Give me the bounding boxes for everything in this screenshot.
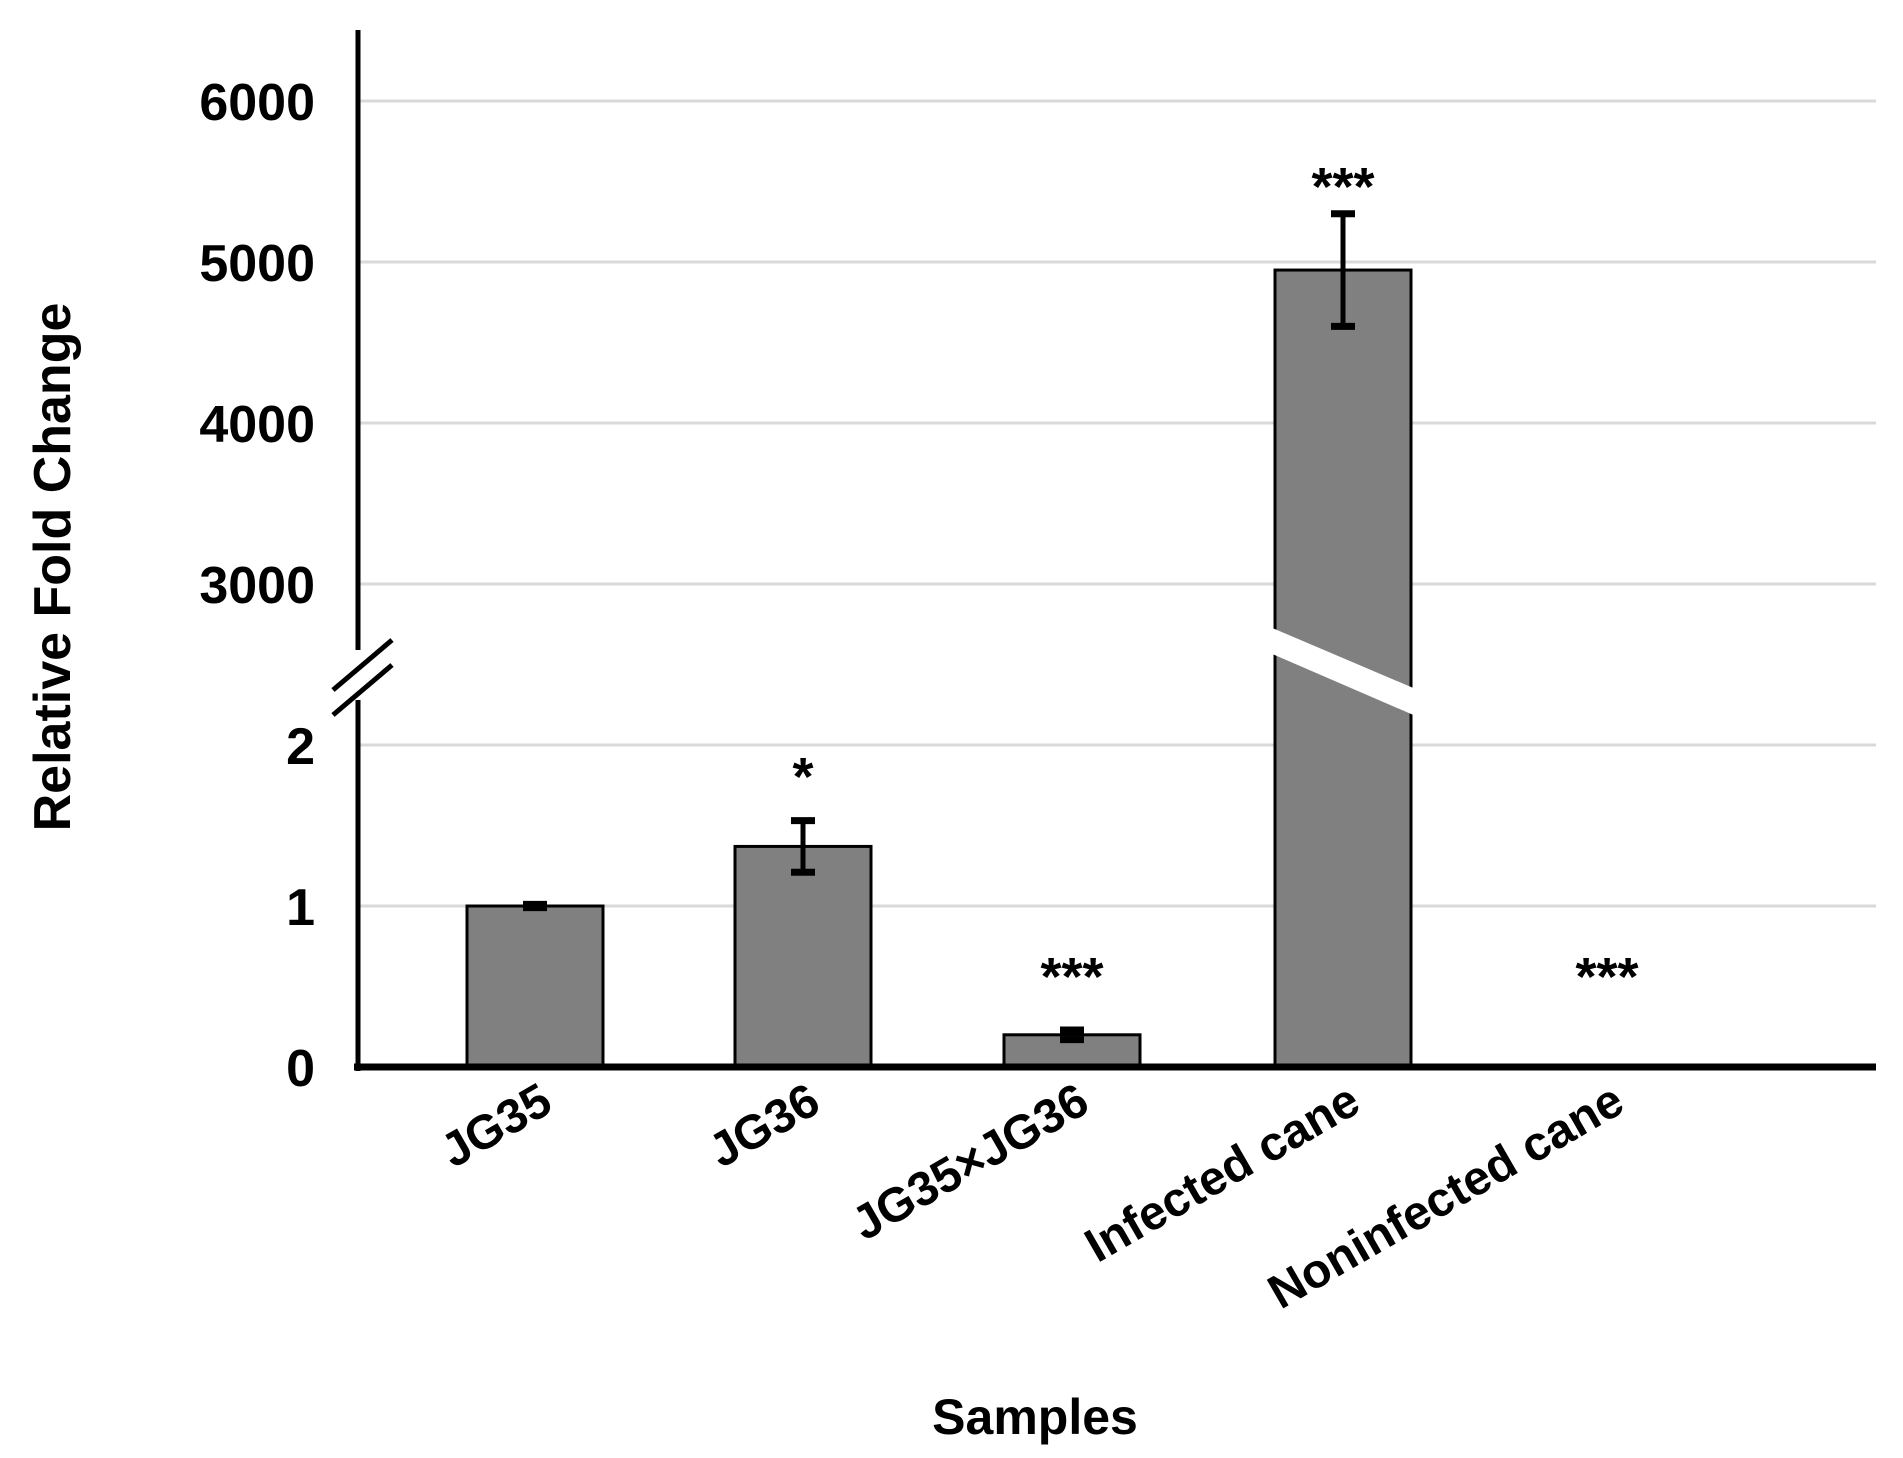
significance-label: *** xyxy=(1040,947,1103,1007)
y-tick-label: 1 xyxy=(286,879,315,937)
y-tick-label: 5000 xyxy=(199,235,315,293)
bars: ********** xyxy=(465,157,1677,1069)
y-tick-label: 2 xyxy=(286,718,315,776)
bar-break xyxy=(1270,627,1418,717)
axis-break-mark xyxy=(331,638,394,692)
x-tick-label: JG35 xyxy=(432,1074,560,1179)
axis-break-mark xyxy=(331,663,394,717)
y-tick-label: 4000 xyxy=(199,396,315,454)
x-tick-label: JG35×JG36 xyxy=(843,1074,1097,1251)
axes xyxy=(330,30,1876,1071)
y-tick-label: 0 xyxy=(286,1040,315,1098)
y-axis-label: Relative Fold Change xyxy=(24,303,82,832)
significance-label: *** xyxy=(1311,157,1374,217)
y-tick-labels: 0 1 2 3000 4000 5000 6000 xyxy=(199,74,315,1098)
bar xyxy=(465,904,605,1069)
x-tick-label: JG36 xyxy=(700,1074,828,1179)
y-tick-label: 6000 xyxy=(199,74,315,132)
y-tick-label: 3000 xyxy=(199,557,315,615)
gridlines xyxy=(358,99,1876,908)
bar xyxy=(733,844,873,1069)
significance-label: *** xyxy=(1575,947,1638,1007)
significance-label: * xyxy=(792,747,813,807)
x-axis-label: Samples xyxy=(932,1389,1138,1445)
